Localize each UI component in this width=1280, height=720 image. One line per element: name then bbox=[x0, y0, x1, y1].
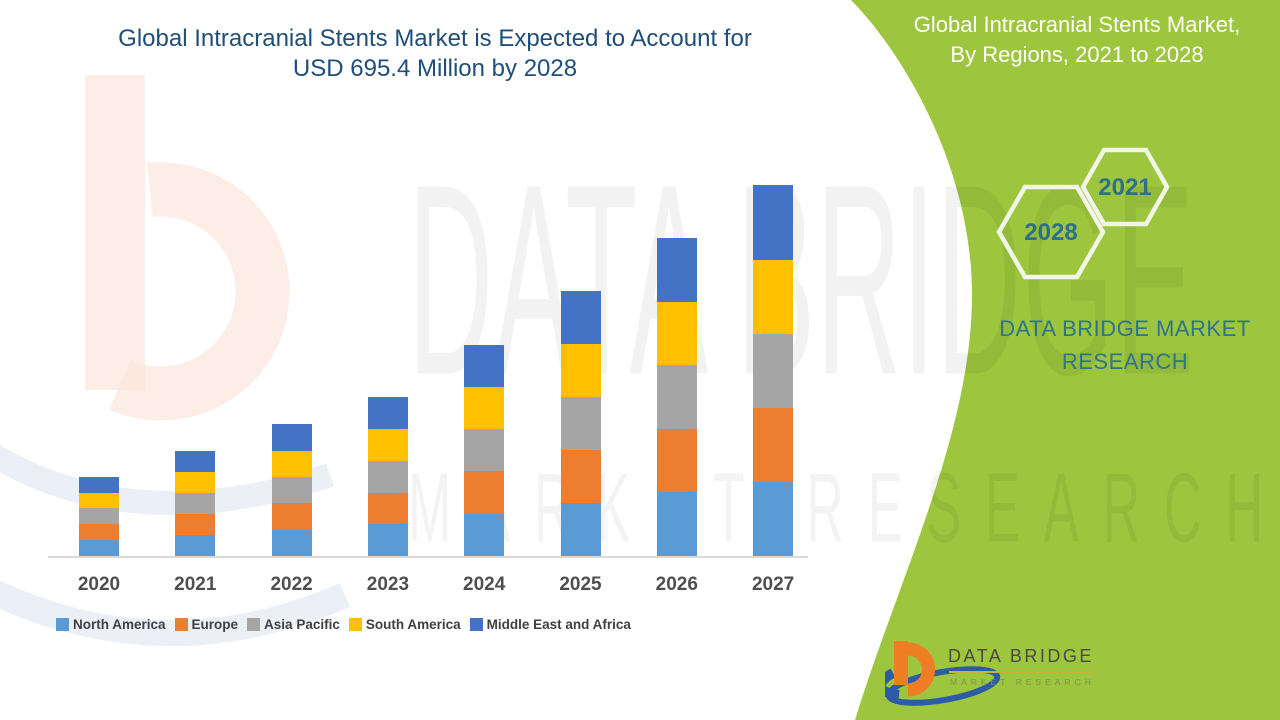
plot-area bbox=[48, 180, 808, 558]
legend-label: North America bbox=[73, 617, 166, 632]
bar-2023 bbox=[367, 397, 408, 556]
bar-segment-2020-middle-east-and-africa bbox=[79, 476, 119, 493]
hexagon-year-2021: 2021 bbox=[1098, 174, 1152, 201]
brand-text-line1: DATA BRIDGE MARKET bbox=[999, 316, 1251, 341]
brand-text: DATA BRIDGE MARKET RESEARCH bbox=[958, 312, 1280, 378]
bar-segment-2023-south-america bbox=[367, 429, 408, 461]
legend-item-north-america: North America bbox=[56, 617, 166, 632]
bar-segment-2027-asia-pacific bbox=[753, 333, 794, 408]
bar-segment-2026-middle-east-and-africa bbox=[656, 238, 697, 302]
legend-label: Asia Pacific bbox=[264, 617, 340, 632]
data-bridge-logo-icon bbox=[885, 641, 1001, 706]
bar-2027 bbox=[753, 185, 794, 556]
legend-swatch-icon bbox=[348, 618, 362, 631]
chart-legend: North America Europe Asia Pacific South Ame… bbox=[56, 617, 631, 632]
bar-segment-2025-middle-east-and-africa bbox=[560, 291, 601, 345]
bar-segment-2022-asia-pacific bbox=[271, 477, 312, 504]
legend-item-middle-east-and-africa: Middle East and Africa bbox=[469, 617, 631, 632]
legend-item-south-america: South America bbox=[348, 617, 461, 632]
bar-segment-2027-middle-east-and-africa bbox=[753, 185, 794, 260]
bar-segment-2026-asia-pacific bbox=[656, 365, 697, 429]
x-axis-label-2027: 2027 bbox=[751, 574, 795, 595]
panel-title-line2: By Regions, 2021 to 2028 bbox=[950, 42, 1204, 67]
bar-segment-2021-europe bbox=[175, 513, 216, 535]
bar-segment-2024-south-america bbox=[464, 386, 505, 430]
bar-segment-2022-europe bbox=[271, 503, 312, 530]
bar-segment-2027-europe bbox=[753, 407, 794, 482]
bar-segment-2023-asia-pacific bbox=[367, 460, 408, 493]
bar-segment-2021-south-america bbox=[175, 471, 216, 493]
x-axis-label-2020: 2020 bbox=[77, 574, 121, 595]
bar-segment-2026-north-america bbox=[656, 492, 697, 556]
x-axis-label-2026: 2026 bbox=[655, 574, 698, 595]
chart-title-line2: USD 695.4 Million by 2028 bbox=[292, 55, 578, 82]
bar-2026 bbox=[656, 238, 697, 556]
legend-swatch-icon bbox=[469, 618, 483, 631]
bar-segment-2024-middle-east-and-africa bbox=[464, 344, 505, 387]
bar-segment-2025-north-america bbox=[560, 503, 601, 556]
bar-segment-2024-europe bbox=[464, 471, 505, 514]
legend-item-asia-pacific: Asia Pacific bbox=[247, 617, 340, 632]
bar-segment-2022-north-america bbox=[271, 529, 312, 556]
bar-segment-2022-middle-east-and-africa bbox=[271, 424, 312, 451]
logo-name: DATA BRIDGE bbox=[948, 646, 1094, 666]
bar-segment-2020-europe bbox=[79, 524, 119, 541]
bar-segment-2023-europe bbox=[367, 492, 408, 525]
brand-text-line2: RESEARCH bbox=[1061, 349, 1189, 374]
bar-segment-2023-middle-east-and-africa bbox=[367, 397, 408, 430]
bar-2025 bbox=[560, 291, 601, 556]
bar-2021 bbox=[175, 450, 216, 556]
bar-segment-2027-south-america bbox=[753, 259, 794, 334]
x-axis: 2020 2021 2022 2023 2024 2025 2026 2027 bbox=[48, 574, 808, 598]
x-axis-label-2021: 2021 bbox=[174, 574, 217, 595]
hexagon-year-2028: 2028 bbox=[1024, 219, 1078, 246]
bar-segment-2025-south-america bbox=[560, 344, 601, 398]
x-axis-label-2023: 2023 bbox=[366, 574, 410, 595]
bar-segment-2021-asia-pacific bbox=[175, 492, 216, 514]
chart-title: Global Intracranial Stents Market is Exp… bbox=[40, 24, 830, 84]
peach-b-watermark-icon bbox=[0, 75, 351, 646]
chart-title-line1: Global Intracranial Stents Market is Exp… bbox=[118, 25, 752, 52]
bar-segment-2021-north-america bbox=[175, 534, 216, 556]
bar-segment-2024-north-america bbox=[464, 513, 505, 556]
bar-2024 bbox=[464, 344, 505, 556]
legend-swatch-icon bbox=[174, 618, 188, 631]
panel-title-line1: Global Intracranial Stents Market, bbox=[913, 12, 1241, 37]
hexagons-icon bbox=[996, 147, 1170, 280]
bar-segment-2020-south-america bbox=[79, 492, 119, 509]
legend-label: Middle East and Africa bbox=[486, 617, 631, 632]
bar-2022 bbox=[271, 424, 312, 556]
bar-segment-2026-europe bbox=[656, 428, 697, 493]
legend-item-europe: Europe bbox=[174, 617, 239, 632]
legend-swatch-icon bbox=[247, 618, 261, 631]
bar-segment-2027-north-america bbox=[753, 481, 794, 556]
panel-title: Global Intracranial Stents Market, By Re… bbox=[878, 10, 1276, 70]
x-axis-label-2025: 2025 bbox=[559, 574, 602, 595]
bar-segment-2026-south-america bbox=[656, 301, 697, 366]
legend-label: Europe bbox=[191, 617, 239, 632]
logo-subtitle: MARKET RESEARCH bbox=[950, 677, 1095, 687]
x-axis-label-2022: 2022 bbox=[270, 574, 313, 595]
bar-2020 bbox=[79, 476, 119, 556]
bar-segment-2024-asia-pacific bbox=[464, 429, 505, 472]
x-axis-label-2024: 2024 bbox=[463, 574, 506, 595]
bar-segment-2021-middle-east-and-africa bbox=[175, 450, 216, 472]
bar-segment-2020-north-america bbox=[79, 540, 119, 556]
legend-label: South America bbox=[365, 617, 461, 632]
bar-segment-2022-south-america bbox=[271, 450, 312, 478]
legend-swatch-icon bbox=[56, 618, 69, 631]
bar-segment-2025-asia-pacific bbox=[560, 397, 601, 451]
bar-segment-2020-asia-pacific bbox=[79, 508, 119, 525]
logo-underline bbox=[949, 671, 1092, 673]
bar-segment-2023-north-america bbox=[367, 524, 408, 556]
bar-segment-2025-europe bbox=[560, 450, 601, 504]
